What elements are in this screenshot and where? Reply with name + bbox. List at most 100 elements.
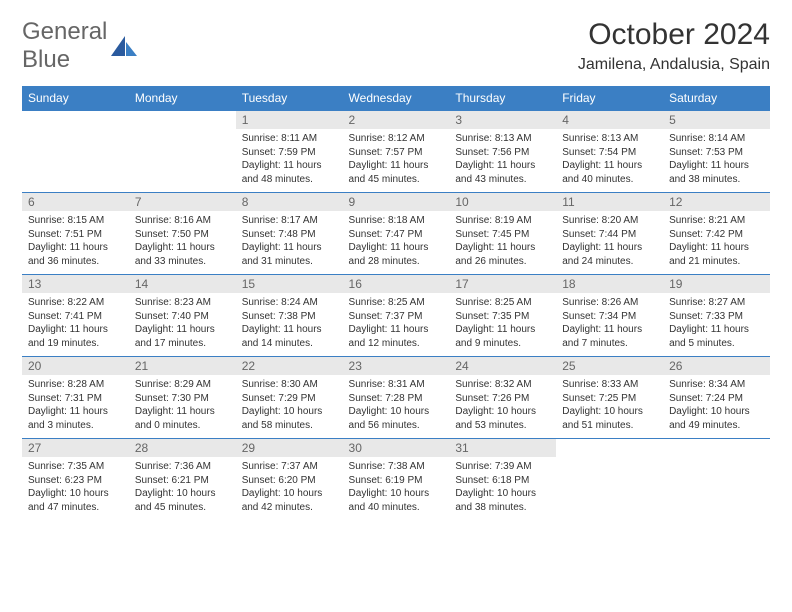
day-number: 18 (556, 275, 663, 293)
day-details: Sunrise: 8:25 AMSunset: 7:35 PMDaylight:… (449, 293, 556, 356)
calendar-cell: 1Sunrise: 8:11 AMSunset: 7:59 PMDaylight… (236, 111, 343, 193)
calendar-cell: 14Sunrise: 8:23 AMSunset: 7:40 PMDayligh… (129, 275, 236, 357)
day-number: 7 (129, 193, 236, 211)
day-details: Sunrise: 8:33 AMSunset: 7:25 PMDaylight:… (556, 375, 663, 438)
day-number: 22 (236, 357, 343, 375)
location: Jamilena, Andalusia, Spain (578, 56, 770, 74)
day-details: Sunrise: 8:20 AMSunset: 7:44 PMDaylight:… (556, 211, 663, 274)
logo-word1: General (22, 18, 107, 45)
day-number: 31 (449, 439, 556, 457)
logo-text: General Blue (22, 18, 107, 74)
logo-sail-icon (111, 36, 137, 56)
day-number: 1 (236, 111, 343, 129)
day-details: Sunrise: 8:14 AMSunset: 7:53 PMDaylight:… (663, 129, 770, 192)
day-number: 23 (343, 357, 450, 375)
day-details: Sunrise: 7:39 AMSunset: 6:18 PMDaylight:… (449, 457, 556, 520)
day-number: 19 (663, 275, 770, 293)
calendar-cell: 25Sunrise: 8:33 AMSunset: 7:25 PMDayligh… (556, 357, 663, 439)
calendar-cell: 28Sunrise: 7:36 AMSunset: 6:21 PMDayligh… (129, 439, 236, 521)
calendar-cell: 7Sunrise: 8:16 AMSunset: 7:50 PMDaylight… (129, 193, 236, 275)
calendar-cell: 10Sunrise: 8:19 AMSunset: 7:45 PMDayligh… (449, 193, 556, 275)
day-number: 4 (556, 111, 663, 129)
calendar-week-row: 13Sunrise: 8:22 AMSunset: 7:41 PMDayligh… (22, 275, 770, 357)
day-header: Thursday (449, 86, 556, 111)
calendar-cell: 27Sunrise: 7:35 AMSunset: 6:23 PMDayligh… (22, 439, 129, 521)
day-details: Sunrise: 7:35 AMSunset: 6:23 PMDaylight:… (22, 457, 129, 520)
calendar-cell: 21Sunrise: 8:29 AMSunset: 7:30 PMDayligh… (129, 357, 236, 439)
calendar-cell: 12Sunrise: 8:21 AMSunset: 7:42 PMDayligh… (663, 193, 770, 275)
day-header: Saturday (663, 86, 770, 111)
day-number: 24 (449, 357, 556, 375)
day-number: 3 (449, 111, 556, 129)
day-number: 8 (236, 193, 343, 211)
day-details: Sunrise: 8:18 AMSunset: 7:47 PMDaylight:… (343, 211, 450, 274)
calendar-cell: .. (663, 439, 770, 521)
day-number: 21 (129, 357, 236, 375)
day-number: 29 (236, 439, 343, 457)
logo-word2: Blue (22, 46, 70, 73)
day-number: 26 (663, 357, 770, 375)
day-details: Sunrise: 8:25 AMSunset: 7:37 PMDaylight:… (343, 293, 450, 356)
day-number: 17 (449, 275, 556, 293)
day-details: Sunrise: 8:31 AMSunset: 7:28 PMDaylight:… (343, 375, 450, 438)
day-number: 13 (22, 275, 129, 293)
day-details: Sunrise: 8:15 AMSunset: 7:51 PMDaylight:… (22, 211, 129, 274)
calendar-cell: 4Sunrise: 8:13 AMSunset: 7:54 PMDaylight… (556, 111, 663, 193)
calendar-body: .... 1Sunrise: 8:11 AMSunset: 7:59 PMDayl… (22, 111, 770, 521)
calendar-cell: 23Sunrise: 8:31 AMSunset: 7:28 PMDayligh… (343, 357, 450, 439)
day-number: 5 (663, 111, 770, 129)
day-details: Sunrise: 8:28 AMSunset: 7:31 PMDaylight:… (22, 375, 129, 438)
day-details: Sunrise: 8:13 AMSunset: 7:54 PMDaylight:… (556, 129, 663, 192)
day-details: Sunrise: 8:19 AMSunset: 7:45 PMDaylight:… (449, 211, 556, 274)
day-details: Sunrise: 8:34 AMSunset: 7:24 PMDaylight:… (663, 375, 770, 438)
day-details: Sunrise: 8:12 AMSunset: 7:57 PMDaylight:… (343, 129, 450, 192)
day-number: 16 (343, 275, 450, 293)
calendar-cell: 29Sunrise: 7:37 AMSunset: 6:20 PMDayligh… (236, 439, 343, 521)
day-number: 27 (22, 439, 129, 457)
day-details: Sunrise: 8:22 AMSunset: 7:41 PMDaylight:… (22, 293, 129, 356)
calendar-cell: 17Sunrise: 8:25 AMSunset: 7:35 PMDayligh… (449, 275, 556, 357)
calendar-cell: 11Sunrise: 8:20 AMSunset: 7:44 PMDayligh… (556, 193, 663, 275)
calendar-cell: 2Sunrise: 8:12 AMSunset: 7:57 PMDaylight… (343, 111, 450, 193)
day-header: Sunday (22, 86, 129, 111)
calendar-cell: 30Sunrise: 7:38 AMSunset: 6:19 PMDayligh… (343, 439, 450, 521)
day-number: 10 (449, 193, 556, 211)
day-details: Sunrise: 8:13 AMSunset: 7:56 PMDaylight:… (449, 129, 556, 192)
calendar-cell: 20Sunrise: 8:28 AMSunset: 7:31 PMDayligh… (22, 357, 129, 439)
day-details: Sunrise: 8:17 AMSunset: 7:48 PMDaylight:… (236, 211, 343, 274)
day-number: 30 (343, 439, 450, 457)
day-number: 6 (22, 193, 129, 211)
calendar-cell: 24Sunrise: 8:32 AMSunset: 7:26 PMDayligh… (449, 357, 556, 439)
day-details: Sunrise: 8:11 AMSunset: 7:59 PMDaylight:… (236, 129, 343, 192)
calendar-cell: 16Sunrise: 8:25 AMSunset: 7:37 PMDayligh… (343, 275, 450, 357)
calendar-cell: 18Sunrise: 8:26 AMSunset: 7:34 PMDayligh… (556, 275, 663, 357)
day-number: 12 (663, 193, 770, 211)
day-header: Friday (556, 86, 663, 111)
calendar-cell: 3Sunrise: 8:13 AMSunset: 7:56 PMDaylight… (449, 111, 556, 193)
day-number: 15 (236, 275, 343, 293)
title-block: October 2024 Jamilena, Andalusia, Spain (578, 18, 770, 74)
day-details: Sunrise: 8:27 AMSunset: 7:33 PMDaylight:… (663, 293, 770, 356)
calendar-week-row: 27Sunrise: 7:35 AMSunset: 6:23 PMDayligh… (22, 439, 770, 521)
day-details: Sunrise: 7:38 AMSunset: 6:19 PMDaylight:… (343, 457, 450, 520)
calendar-cell: .. (22, 111, 129, 193)
calendar-cell: .. (556, 439, 663, 521)
day-header: Wednesday (343, 86, 450, 111)
day-details: Sunrise: 8:16 AMSunset: 7:50 PMDaylight:… (129, 211, 236, 274)
day-details: Sunrise: 7:36 AMSunset: 6:21 PMDaylight:… (129, 457, 236, 520)
day-details: Sunrise: 8:26 AMSunset: 7:34 PMDaylight:… (556, 293, 663, 356)
calendar-week-row: ....1Sunrise: 8:11 AMSunset: 7:59 PMDayl… (22, 111, 770, 193)
day-details: Sunrise: 8:23 AMSunset: 7:40 PMDaylight:… (129, 293, 236, 356)
calendar-cell: 19Sunrise: 8:27 AMSunset: 7:33 PMDayligh… (663, 275, 770, 357)
calendar-cell: 5Sunrise: 8:14 AMSunset: 7:53 PMDaylight… (663, 111, 770, 193)
calendar-cell: 26Sunrise: 8:34 AMSunset: 7:24 PMDayligh… (663, 357, 770, 439)
day-number: 28 (129, 439, 236, 457)
day-details: Sunrise: 8:30 AMSunset: 7:29 PMDaylight:… (236, 375, 343, 438)
day-number: 9 (343, 193, 450, 211)
day-number: 25 (556, 357, 663, 375)
day-details: Sunrise: 7:37 AMSunset: 6:20 PMDaylight:… (236, 457, 343, 520)
calendar-table: SundayMondayTuesdayWednesdayThursdayFrid… (22, 86, 770, 521)
calendar-cell: 22Sunrise: 8:30 AMSunset: 7:29 PMDayligh… (236, 357, 343, 439)
day-number: 20 (22, 357, 129, 375)
day-header: Tuesday (236, 86, 343, 111)
